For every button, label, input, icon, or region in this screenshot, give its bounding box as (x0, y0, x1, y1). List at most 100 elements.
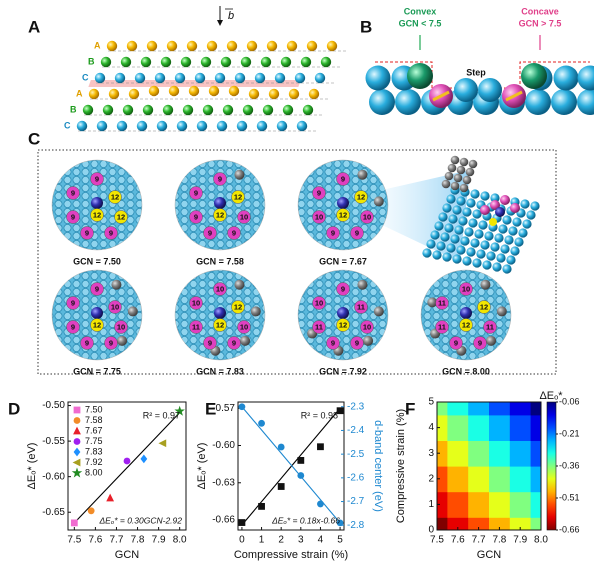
heat-cell (530, 440, 541, 467)
heat-cell (509, 414, 532, 441)
atom (196, 120, 208, 132)
site-number: 11 (438, 298, 446, 307)
atom (441, 179, 451, 189)
heat-cell (489, 517, 511, 530)
panel-label: E (205, 399, 216, 418)
atom (337, 197, 349, 209)
fit-equation: ΔEₒ* = 0.18x-0.66 (271, 515, 340, 525)
site-marker (189, 186, 203, 200)
site-number: 9 (208, 228, 212, 237)
atom (500, 195, 510, 205)
plot-frame (67, 401, 187, 531)
atom (496, 306, 507, 317)
x-tick-label: 7.5 (67, 535, 81, 546)
site-number: 9 (95, 174, 99, 183)
atom (512, 217, 522, 227)
atom (106, 40, 118, 52)
colorbar (546, 401, 557, 531)
atom (432, 250, 442, 260)
atom (482, 260, 492, 270)
atom (260, 56, 272, 68)
atom (466, 198, 476, 208)
marker (317, 500, 324, 508)
y-tick-label: 4 (428, 422, 434, 433)
atom (88, 88, 100, 100)
y2-tick-label: -2.3 (347, 401, 365, 412)
gcn-label: GCN = 7.83 (196, 366, 244, 376)
x-tick-label: 7.5 (430, 535, 444, 546)
atom (551, 89, 577, 115)
site-marker (213, 172, 227, 186)
panel-c-frame (37, 149, 557, 375)
y-tick-label: -0.57 (212, 403, 235, 414)
site-number: 9 (71, 322, 75, 331)
atom (452, 254, 462, 264)
marker (123, 457, 131, 465)
site-marker (66, 320, 80, 334)
gcn-label: GCN = 8.00 (442, 366, 490, 376)
x-tick-label: 1 (259, 535, 265, 546)
heat-cell (447, 466, 469, 493)
site-marker (90, 318, 104, 332)
atom (214, 197, 226, 209)
atom (502, 215, 512, 225)
atom (490, 193, 500, 203)
atom (357, 169, 368, 180)
x-tick-label: 7.8 (492, 535, 506, 546)
fit-line (73, 412, 181, 524)
atom (373, 196, 384, 207)
site-number: 10 (240, 212, 248, 221)
site-number: 9 (232, 228, 236, 237)
site-marker (114, 210, 128, 224)
site-marker (312, 320, 326, 334)
atom (100, 56, 112, 68)
atom (426, 239, 436, 249)
atom (373, 306, 384, 317)
atom (506, 255, 516, 265)
atom (134, 72, 146, 84)
heat-cell (437, 440, 448, 467)
marker (73, 426, 81, 435)
site-number: 10 (315, 212, 323, 221)
colorbar-tick-label: -0.36 (559, 460, 580, 470)
marker (336, 519, 344, 527)
atom (186, 40, 198, 52)
atom (160, 56, 172, 68)
site-marker (473, 336, 487, 350)
site-number: 9 (71, 298, 75, 307)
atom (288, 88, 300, 100)
marker (72, 458, 81, 467)
panel-b: B Convex GCN < 7.5 Concave GCN > 7.5 Ste… (360, 6, 594, 115)
atom (448, 214, 458, 224)
heat-cell (530, 517, 541, 530)
atom (480, 191, 490, 201)
site-marker (80, 336, 94, 350)
heat-cell (509, 440, 532, 467)
site-marker (350, 226, 364, 240)
atom (226, 40, 238, 52)
colorbar-tick-label: -0.51 (559, 492, 580, 502)
convex-gcn: GCN < 7.5 (399, 18, 442, 28)
atom (180, 56, 192, 68)
heat-cell (437, 517, 448, 530)
site-number: 12 (357, 192, 365, 201)
site-marker (435, 320, 449, 334)
atom (460, 307, 472, 319)
site-marker (227, 226, 241, 240)
heat-cell (489, 414, 511, 441)
marker (73, 417, 81, 424)
r-squared: R² = 0.98 (301, 410, 338, 420)
legend-label: 7.83 (85, 446, 103, 456)
atom (256, 120, 268, 132)
atom (577, 89, 594, 115)
atom (480, 240, 490, 250)
heat-cell (447, 517, 469, 530)
site-marker (66, 186, 80, 200)
marker (258, 419, 265, 427)
y-tick-label: -0.55 (42, 436, 65, 447)
layer-label: A (76, 88, 83, 98)
heat-cell (489, 402, 511, 416)
atom (188, 85, 200, 97)
atom (478, 78, 502, 102)
marker (73, 438, 81, 445)
